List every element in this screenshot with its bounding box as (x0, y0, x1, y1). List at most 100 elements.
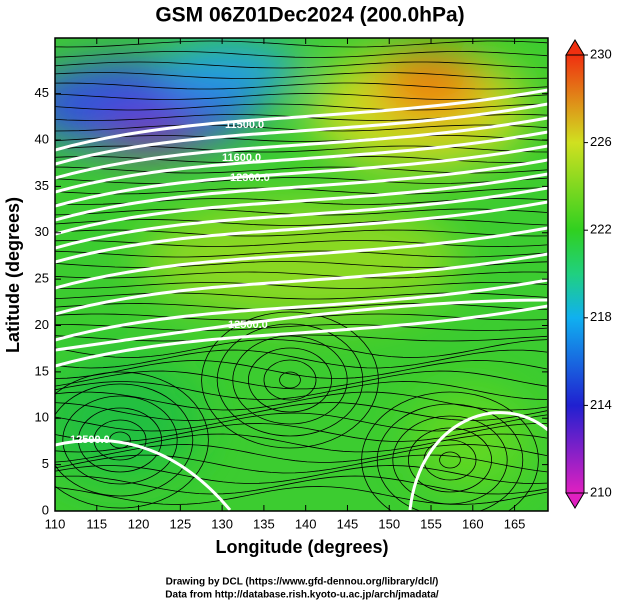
height-contour (55, 144, 548, 208)
x-tick-label: 165 (504, 516, 526, 531)
colorbar-tick-label: 210 (590, 484, 612, 499)
height-contour (55, 278, 548, 342)
x-tick-label: 150 (378, 516, 400, 531)
streamline (55, 444, 548, 463)
y-tick-label: 15 (35, 363, 49, 378)
streamline (55, 339, 548, 358)
streamline (55, 370, 548, 390)
x-tick-label: 160 (462, 516, 484, 531)
y-tick-label: 20 (35, 317, 49, 332)
streamline (55, 381, 548, 400)
streamline (392, 415, 508, 505)
colorbar-tick-label: 226 (590, 134, 612, 149)
y-axis-label: Latitude (degrees) (3, 197, 23, 353)
contour-label: 12500.0 (70, 434, 110, 446)
streamline (55, 324, 548, 331)
streamline (55, 229, 548, 237)
streamline (201, 311, 379, 449)
contour-label: 12500.0 (228, 319, 268, 331)
colorbar-tick-label: 214 (590, 397, 612, 412)
streamline (55, 465, 548, 484)
x-tick-label: 125 (169, 516, 191, 531)
streamline (55, 360, 548, 379)
x-axis-label: Longitude (degrees) (215, 537, 388, 557)
streamline (55, 271, 548, 279)
colorbar-tick-label: 222 (590, 222, 612, 237)
streamline (55, 93, 548, 100)
y-tick-label: 0 (42, 502, 49, 517)
streamline (439, 451, 461, 469)
streamline (55, 383, 194, 497)
streamline (55, 72, 548, 79)
credit: Data from http://database.rish.kyoto-u.a… (165, 590, 439, 601)
x-tick-label: 110 (45, 516, 66, 531)
streamline (55, 40, 548, 48)
height-contour (55, 116, 548, 180)
y-tick-label: 35 (35, 178, 49, 193)
streamline (55, 240, 548, 247)
map-field (55, 38, 548, 511)
streamline (55, 303, 548, 310)
y-tick-label: 45 (35, 85, 49, 100)
streamline (55, 145, 548, 153)
contour-label: 11500.0 (225, 119, 264, 131)
streamline (232, 335, 348, 425)
streamline (55, 103, 548, 111)
height-contour (55, 252, 548, 316)
streamline (55, 124, 548, 132)
contour-label: 11600.0 (222, 152, 261, 164)
credit: Drawing by DCL (https://www.gfd-dennou.o… (166, 577, 439, 588)
height-contour (55, 130, 548, 194)
height-contour (55, 298, 548, 352)
streamline (55, 177, 548, 184)
height-contour (55, 200, 548, 264)
x-tick-label: 115 (86, 516, 107, 531)
streamline (55, 61, 548, 69)
streamline (247, 347, 332, 413)
streamline (55, 391, 548, 411)
streamline (55, 423, 548, 442)
colorbar (565, 54, 585, 494)
contour-label: 12300.0 (230, 172, 270, 184)
streamline (55, 82, 548, 90)
streamline (376, 403, 524, 511)
streamline (55, 187, 547, 195)
streamline (55, 454, 548, 474)
height-contour (55, 226, 548, 290)
y-tick-label: 5 (42, 456, 49, 471)
y-tick-label: 25 (35, 271, 49, 286)
y-tick-label: 30 (35, 224, 49, 239)
streamline (216, 323, 364, 437)
streamline (55, 486, 548, 505)
streamline (55, 349, 548, 369)
y-tick-label: 40 (35, 131, 49, 146)
x-tick-label: 140 (295, 516, 317, 531)
colorbar-tick-label: 230 (590, 46, 612, 61)
streamline (62, 395, 178, 485)
colorbar-tick-label: 218 (590, 309, 612, 324)
height-contour (55, 304, 548, 368)
streamline (55, 51, 548, 58)
streamline (55, 402, 548, 421)
title: GSM 06Z01Dec2024 (200.0hPa) (155, 4, 464, 27)
height-contour (55, 102, 548, 166)
height-contour (55, 88, 548, 152)
streamline (55, 250, 548, 258)
height-contour (408, 411, 548, 511)
streamline (263, 359, 317, 401)
height-contour (55, 158, 548, 222)
x-tick-label: 155 (420, 516, 442, 531)
y-tick-label: 10 (35, 410, 49, 425)
streamline (361, 391, 539, 511)
colorbar-min-arrow (565, 492, 585, 509)
streamline (55, 135, 548, 142)
height-contour (55, 186, 548, 250)
height-contour (55, 172, 548, 236)
x-tick-label: 120 (128, 516, 150, 531)
height-contour (55, 438, 232, 511)
streamline (55, 282, 548, 289)
streamline (55, 371, 209, 509)
streamline (279, 371, 301, 389)
x-tick-label: 130 (211, 516, 233, 531)
